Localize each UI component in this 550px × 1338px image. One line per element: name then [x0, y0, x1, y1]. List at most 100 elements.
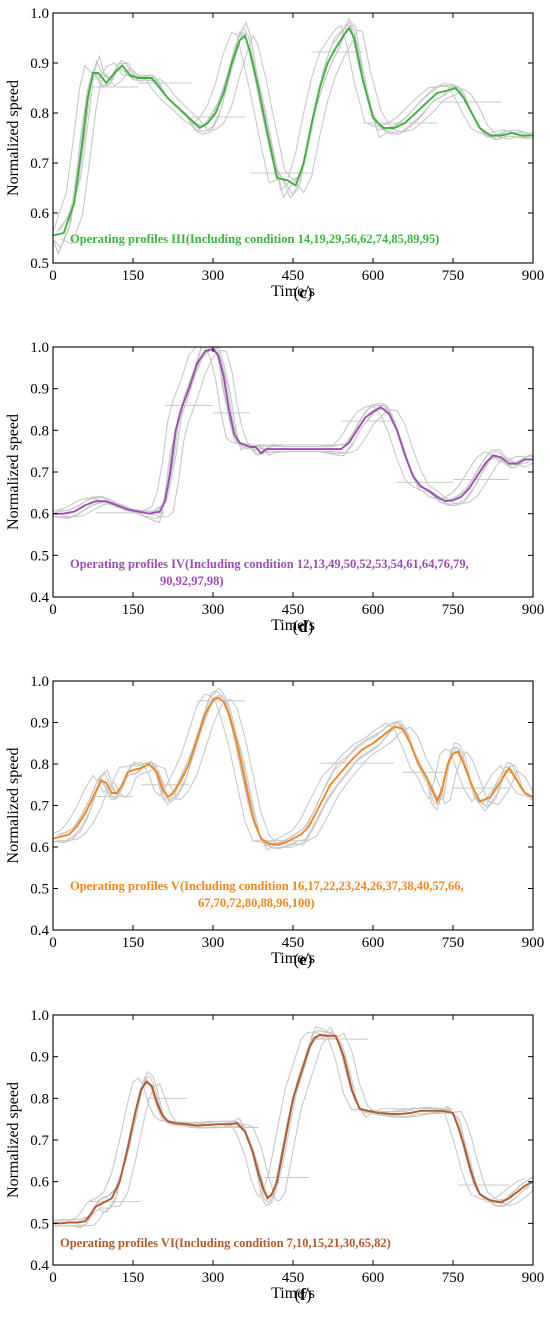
panel-letter: (c) — [294, 283, 313, 302]
condition-trace-line — [60, 29, 533, 245]
panel-d: 0 150 300 450 600 750 900 0.4 0.5 0.6 0.7 0.8 0.9 1.0… — [5, 340, 544, 636]
x-tick-label: 300 — [202, 602, 225, 618]
x-tick-label: 450 — [282, 935, 305, 951]
condition-trace-line — [53, 347, 528, 524]
panel-f: 0 150 300 450 600 750 900 0.4 0.5 0.6 0.7 0.8 0.9 1.0… — [5, 1008, 544, 1304]
panel-letter: (d) — [293, 617, 314, 636]
x-tick-label: 750 — [442, 268, 465, 284]
y-tick-label: 0.6 — [30, 1175, 49, 1191]
condition-trace-line — [53, 347, 530, 520]
x-tick-label: 450 — [282, 602, 305, 618]
y-tick-label: 0.5 — [30, 882, 49, 898]
y-axis-label: Normalized speed — [5, 414, 22, 530]
x-tick-label: 750 — [442, 602, 465, 618]
y-axis-label: Normalized speed — [5, 748, 22, 864]
condition-trace-line — [59, 1026, 533, 1222]
series-line-f — [53, 1034, 533, 1225]
y-tick-label: 0.7 — [30, 465, 49, 481]
condition-trace-line — [56, 347, 533, 512]
x-tick-label: 900 — [522, 602, 545, 618]
x-tick-label: 300 — [202, 268, 225, 284]
panel-letter: (f) — [294, 1285, 311, 1304]
y-tick-label: 1.0 — [30, 674, 49, 690]
y-tick-label: 0.6 — [30, 840, 49, 856]
condition-trace-line — [56, 24, 533, 232]
y-tick-label: 0.5 — [30, 548, 49, 564]
condition-trace-line — [60, 350, 533, 518]
condition-trace-line — [53, 693, 526, 843]
y-tick-label: 0.9 — [30, 1050, 49, 1066]
series-line-e — [53, 696, 533, 846]
x-tick-label: 900 — [522, 935, 545, 951]
condition-trace-line — [60, 699, 533, 849]
y-axis-label: Normalized speed — [5, 1082, 22, 1198]
condition-trace-line — [60, 1032, 533, 1227]
legend-text: Operating profiles VI(Including conditio… — [60, 1236, 391, 1250]
x-tick-label: 150 — [122, 935, 145, 951]
y-tick-label: 0.6 — [30, 206, 49, 222]
x-tick-label: 300 — [202, 935, 225, 951]
legend-text: 67,70,72,80,88,96,100) — [198, 896, 315, 910]
condition-trace-line — [58, 20, 533, 232]
condition-traces — [53, 347, 533, 524]
condition-trace-line — [53, 1031, 526, 1222]
y-tick-label: 0.8 — [30, 423, 49, 439]
condition-trace-line — [59, 347, 533, 512]
y-tick-label: 0.8 — [30, 757, 49, 773]
legend-text: Operating profiles V(Including condition… — [70, 879, 464, 893]
y-tick-label: 1.0 — [30, 6, 49, 22]
series-line-c — [53, 26, 533, 237]
x-tick-label: 0 — [49, 1270, 57, 1286]
x-tick-label: 300 — [202, 1270, 225, 1286]
y-tick-label: 0.5 — [30, 256, 49, 272]
condition-trace-line — [53, 25, 530, 249]
x-tick-label: 900 — [522, 1270, 545, 1286]
x-tick-label: 150 — [122, 268, 145, 284]
condition-traces — [53, 16, 533, 255]
y-tick-label: 0.7 — [30, 156, 49, 172]
panel-c: 0 150 300 450 600 750 900 0.5 0.6 0.7 0.8 0.9 1.0 Tim… — [5, 6, 544, 302]
x-axis-label: Time/s — [271, 617, 315, 634]
x-tick-label: 600 — [362, 935, 385, 951]
x-axis-label: Time/s — [271, 283, 315, 300]
y-tick-label: 0.6 — [30, 507, 49, 523]
x-tick-label: 0 — [49, 268, 57, 284]
panel-e: 0 150 300 450 600 750 900 0.4 0.5 0.6 0.7 0.8 0.9 1.0… — [5, 674, 544, 969]
condition-trace-line — [56, 690, 533, 847]
y-tick-label: 1.0 — [30, 340, 49, 356]
x-tick-label: 450 — [282, 1270, 305, 1286]
x-axis-label: Time/s — [271, 950, 315, 967]
x-tick-label: 600 — [362, 1270, 385, 1286]
y-axis-label: Normalized speed — [5, 80, 22, 196]
y-tick-label: 0.5 — [30, 1216, 49, 1232]
condition-traces — [53, 687, 533, 851]
x-axis-label: Time/s — [271, 1285, 315, 1302]
y-tick-label: 0.4 — [30, 923, 49, 939]
y-tick-label: 0.8 — [30, 1091, 49, 1107]
legend-text: Operating profiles IV(Including conditio… — [70, 557, 469, 571]
x-tick-label: 900 — [522, 268, 545, 284]
condition-trace-line — [53, 347, 526, 512]
x-tick-label: 0 — [49, 602, 57, 618]
y-tick-label: 0.7 — [30, 1133, 49, 1149]
y-tick-label: 1.0 — [30, 1008, 49, 1024]
x-tick-label: 750 — [442, 935, 465, 951]
plot-frame — [52, 12, 534, 264]
y-tick-label: 0.9 — [30, 382, 49, 398]
y-tick-label: 0.9 — [30, 56, 49, 72]
y-tick-label: 0.4 — [30, 590, 49, 606]
y-tick-label: 0.4 — [30, 1258, 49, 1274]
condition-trace-line — [59, 687, 533, 851]
series-line-d — [53, 348, 533, 515]
x-tick-label: 0 — [49, 935, 57, 951]
y-tick-label: 0.9 — [30, 716, 49, 732]
y-tick-label: 0.7 — [30, 799, 49, 815]
legend-text: Operating profiles III(Including conditi… — [70, 232, 439, 246]
x-tick-label: 150 — [122, 1270, 145, 1286]
x-tick-label: 600 — [362, 602, 385, 618]
panel-letter: (e) — [294, 950, 313, 969]
legend-text: 90,92,97,98) — [160, 574, 224, 588]
x-tick-label: 600 — [362, 268, 385, 284]
